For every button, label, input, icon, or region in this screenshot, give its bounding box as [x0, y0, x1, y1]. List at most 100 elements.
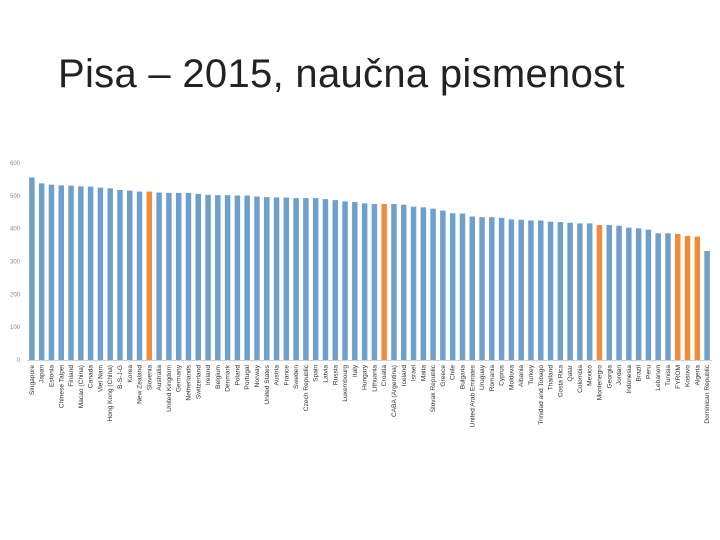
bar [107, 188, 113, 360]
bar [136, 191, 143, 360]
bar [606, 225, 612, 360]
category-label: Sweden [293, 365, 300, 389]
category-label: Qatar [567, 364, 574, 381]
y-tick-label: 500 [10, 194, 21, 200]
bar [234, 195, 241, 360]
bar [68, 185, 74, 360]
bar [205, 194, 211, 360]
bar [557, 222, 564, 360]
y-tick-label: 600 [10, 161, 21, 167]
bar [567, 222, 573, 360]
category-label: Thailand [548, 365, 555, 391]
category-label: Switzerland [195, 365, 202, 399]
category-label: Latvia [322, 365, 329, 383]
bar [381, 204, 387, 360]
category-label: Canada [88, 365, 95, 388]
category-label: Portugal [244, 364, 251, 389]
bar [332, 200, 338, 360]
category-label: Austria [274, 365, 281, 386]
bar [195, 193, 201, 360]
bar [244, 195, 250, 360]
bar [127, 190, 133, 360]
category-label: Australia [156, 365, 163, 391]
bar [48, 184, 55, 360]
category-label: Montenegro [596, 365, 603, 401]
category-label: Russia [332, 365, 339, 385]
category-label: Poland [234, 365, 241, 386]
bar [264, 197, 270, 360]
bar [97, 187, 104, 361]
category-label: Tunisia [665, 365, 672, 386]
slide-title: Pisa – 2015, naučna pismenost [58, 52, 625, 96]
bar [449, 213, 456, 360]
bar [440, 210, 446, 360]
bar [645, 229, 652, 360]
category-label: Slovenia [146, 365, 153, 391]
bar [342, 201, 348, 360]
category-label: Korea [127, 365, 134, 383]
bars [29, 177, 710, 361]
category-label: Albania [518, 365, 525, 387]
bar [704, 250, 710, 360]
category-label: Kosovo [685, 365, 692, 387]
category-label: Romania [489, 365, 496, 392]
category-label: Finland [68, 365, 75, 387]
category-label: Czech Republic [303, 364, 310, 411]
bar [391, 204, 397, 360]
category-label: Bulgaria [459, 365, 466, 390]
bar [273, 197, 280, 360]
bar [254, 196, 260, 360]
y-tick-label: 300 [10, 260, 21, 266]
category-label: Estonia [48, 365, 55, 387]
bar [459, 213, 466, 360]
category-label: Uruguay [479, 364, 486, 390]
category-label: Luxembourg [342, 365, 349, 402]
bar [58, 185, 64, 360]
bar [293, 198, 299, 360]
category-label: Italy [352, 364, 359, 377]
bar [469, 216, 475, 360]
bar [410, 206, 417, 360]
bar [156, 192, 162, 360]
bar [175, 192, 182, 360]
bar [665, 233, 671, 360]
bar [303, 198, 309, 360]
category-label: Netherlands [185, 364, 192, 400]
category-label: Greece [440, 365, 447, 387]
category-label: Indonesia [626, 365, 633, 394]
bar [283, 197, 290, 360]
category-label: Dominican Republic [704, 364, 711, 423]
bar [655, 233, 661, 360]
category-label: Georgia [606, 365, 613, 389]
category-label: United Arab Emirates [469, 364, 476, 427]
category-label: Turkey [528, 364, 535, 385]
bar [420, 207, 427, 360]
y-tick-label: 200 [10, 292, 21, 298]
category-label: Denmark [225, 364, 232, 391]
bar [166, 192, 172, 360]
category-label: FYROM [675, 365, 682, 389]
bar [224, 195, 231, 360]
bar [401, 204, 407, 360]
category-label: Hong Kong (China) [107, 365, 114, 421]
bar [38, 183, 45, 360]
bar [675, 233, 681, 360]
category-label: Ireland [205, 365, 212, 385]
category-label: France [283, 365, 290, 386]
bar [616, 225, 622, 360]
category-label: Iceland [401, 365, 408, 387]
category-label: Belgium [215, 364, 222, 388]
category-label: Singapore [29, 365, 36, 395]
bar [508, 219, 515, 360]
category-label: Lithuania [371, 365, 378, 392]
category-label: Japan [39, 365, 46, 383]
y-tick-label: 0 [17, 358, 21, 364]
bar [498, 217, 505, 360]
category-label: Jordan [616, 365, 623, 385]
bar [694, 236, 701, 360]
bar [518, 219, 524, 360]
y-tick-label: 100 [10, 325, 21, 331]
y-axis-ticks: 0 100 200 300 400 500 600 [10, 161, 21, 364]
category-label: United States [264, 364, 271, 404]
